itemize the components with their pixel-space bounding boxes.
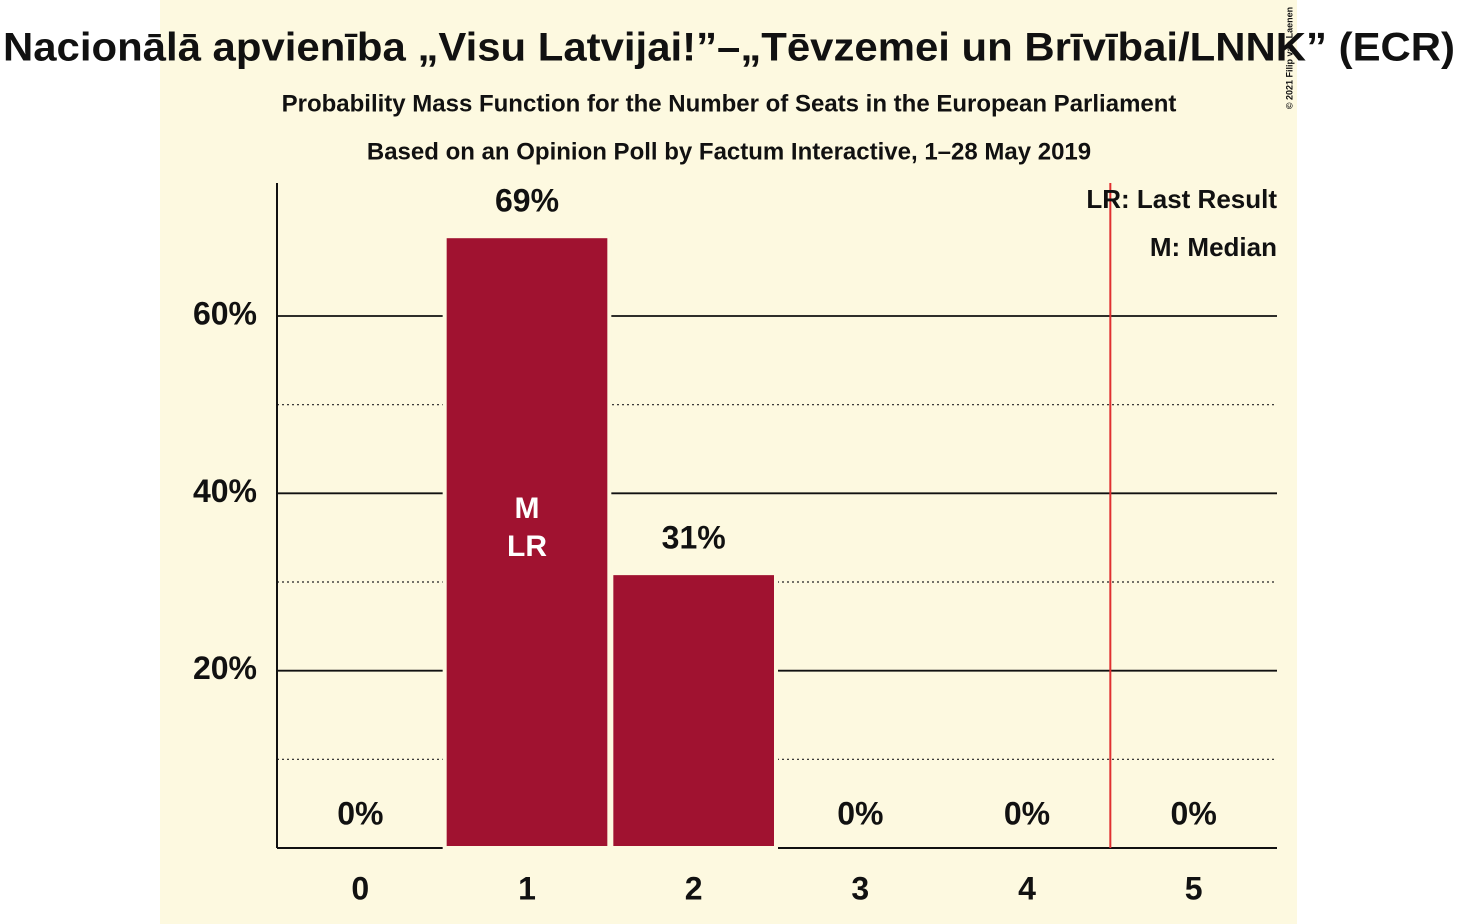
x-tick-label: 2 bbox=[685, 870, 703, 906]
legend-text: LR: Last Result bbox=[1086, 184, 1277, 214]
last-result-marker: LR bbox=[507, 530, 547, 563]
x-tick-label: 5 bbox=[1185, 870, 1203, 906]
value-label: 31% bbox=[662, 520, 726, 556]
value-label: 0% bbox=[1004, 795, 1050, 831]
value-label: 69% bbox=[495, 183, 559, 219]
value-label: 0% bbox=[337, 795, 383, 831]
x-tick-label: 3 bbox=[851, 870, 869, 906]
x-tick-label: 0 bbox=[351, 870, 369, 906]
y-tick-label: 20% bbox=[193, 650, 257, 686]
bar bbox=[442, 234, 612, 850]
x-tick-label: 1 bbox=[518, 870, 536, 906]
subtitle: Probability Mass Function for the Number… bbox=[282, 90, 1177, 117]
copyright: © 2021 Filip van Laenen bbox=[1284, 7, 1294, 109]
value-label: 0% bbox=[837, 795, 883, 831]
value-label: 0% bbox=[1171, 795, 1217, 831]
x-tick-label: 4 bbox=[1018, 870, 1036, 906]
y-tick-label: 40% bbox=[193, 473, 257, 509]
median-marker: M bbox=[515, 492, 540, 525]
subtitle: Based on an Opinion Poll by Factum Inter… bbox=[367, 138, 1091, 165]
y-tick-label: 60% bbox=[193, 295, 257, 331]
chart-title: Nacionālā apvienība „Visu Latvijai!”–„Tē… bbox=[3, 26, 1455, 70]
legend-text: M: Median bbox=[1150, 232, 1277, 262]
bar bbox=[609, 571, 778, 851]
